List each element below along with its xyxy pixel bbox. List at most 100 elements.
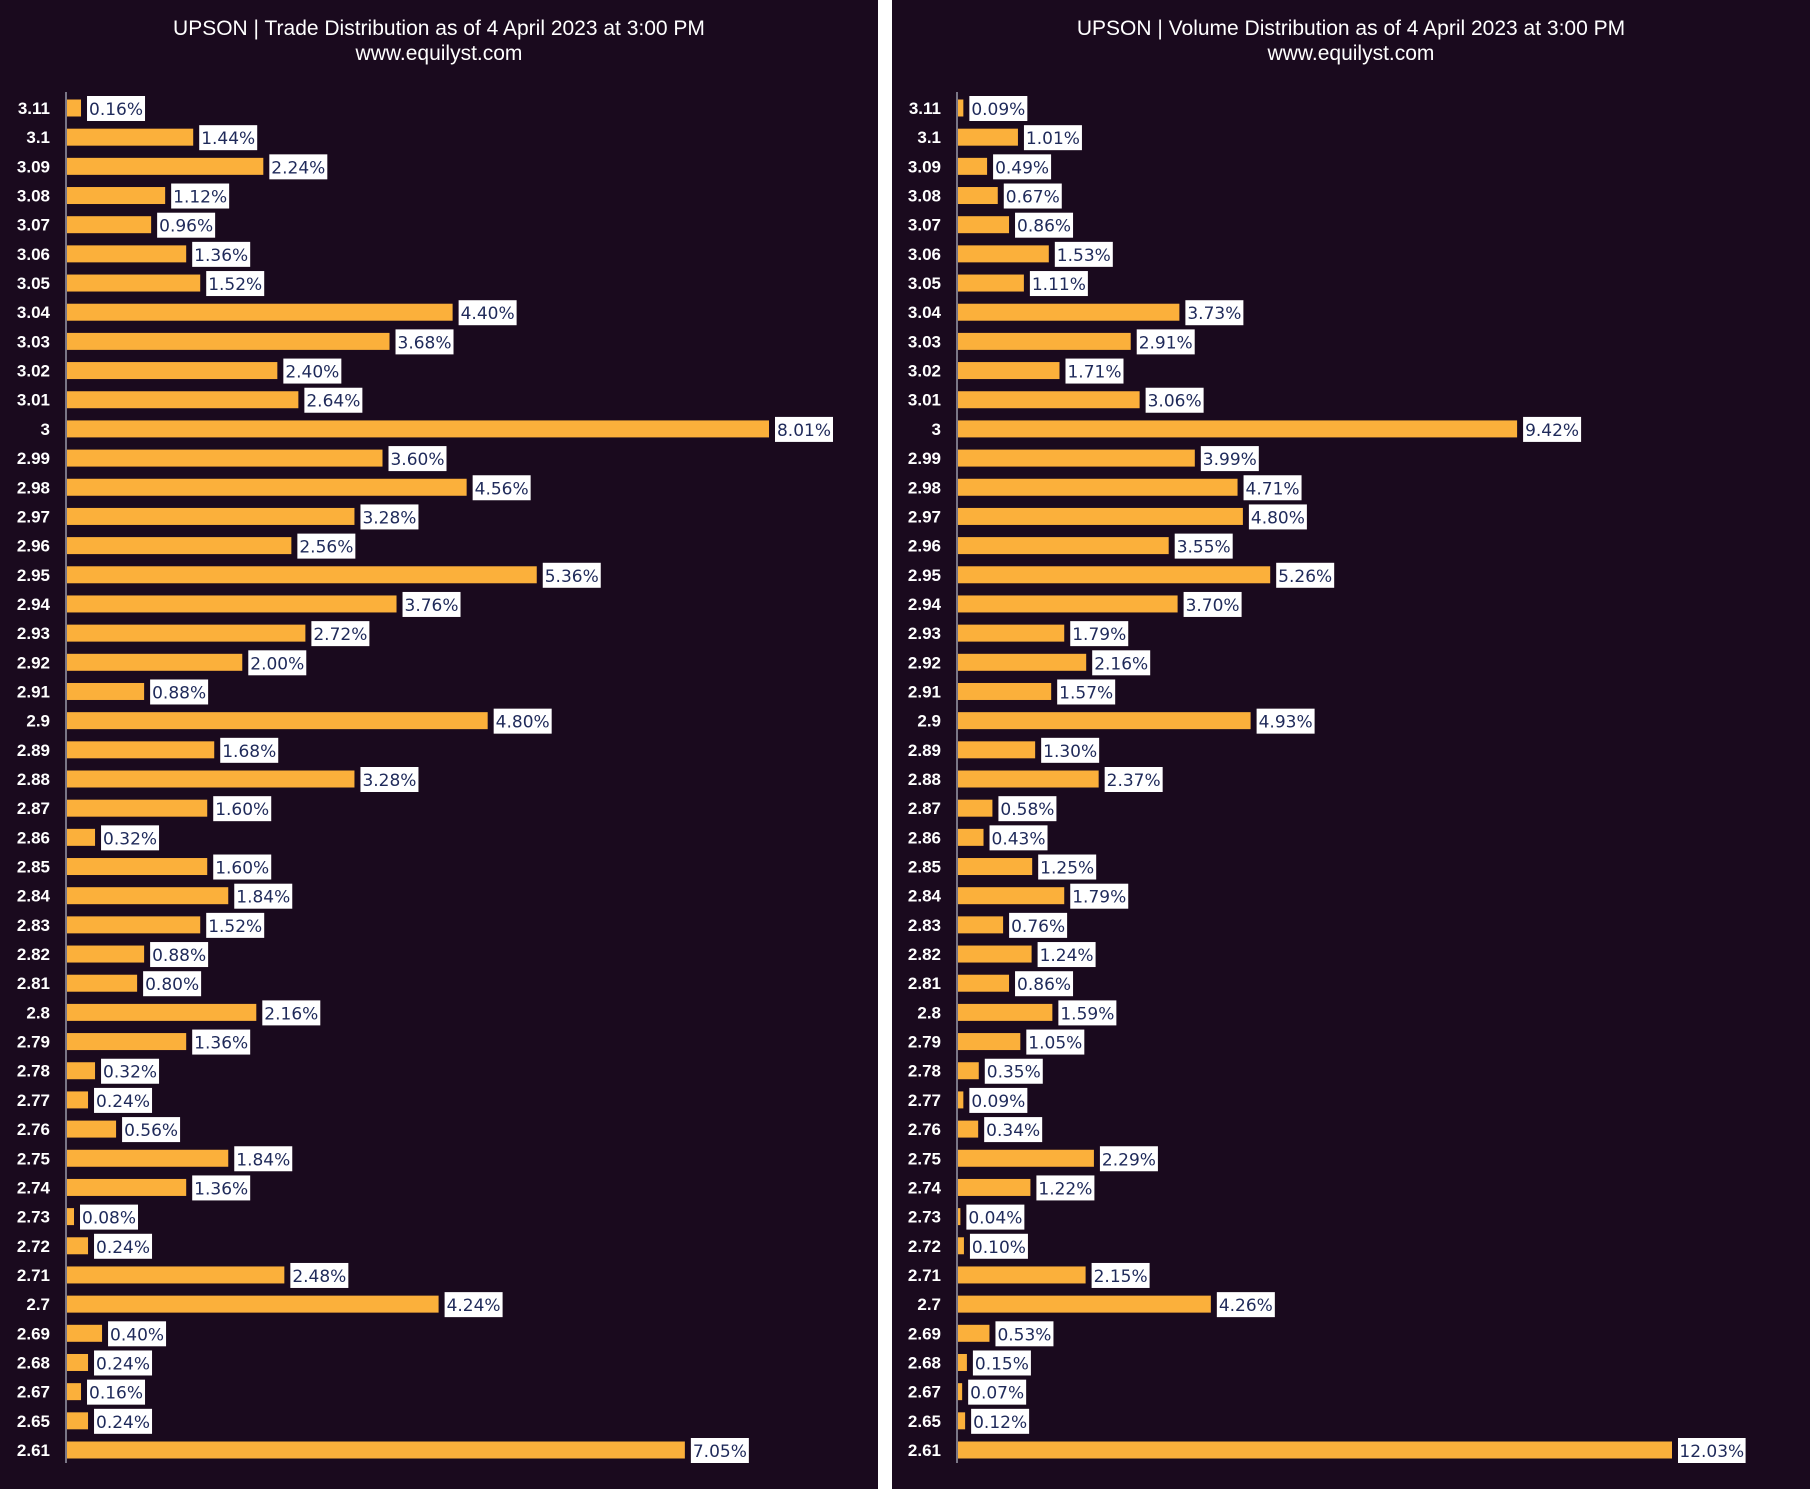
bar: [958, 362, 1060, 380]
bar: [958, 391, 1140, 409]
bar: [67, 1208, 75, 1226]
data-label-box: [395, 329, 454, 355]
data-label-box: [283, 358, 342, 384]
data-label-box: [458, 300, 517, 326]
y-tick-label: 3.11: [909, 99, 941, 118]
data-label-box: [1036, 1175, 1095, 1201]
y-tick-label: 3.08: [908, 187, 941, 206]
data-label-box: [1216, 1292, 1275, 1318]
data-label-box: [199, 125, 258, 151]
y-tick-label: 2.91: [908, 682, 941, 701]
bar: [958, 1091, 964, 1109]
data-label-box: [87, 1379, 146, 1405]
y-tick-label: 2.85: [17, 858, 50, 877]
data-label-box: [94, 1350, 153, 1376]
bar: [958, 712, 1251, 730]
data-label-box: [1099, 1146, 1158, 1172]
bar: [958, 799, 993, 817]
y-tick-label: 2.77: [908, 1091, 941, 1110]
bar: [958, 332, 1131, 350]
y-tick-label: 2.9: [917, 712, 941, 731]
data-label: 0.24%: [96, 1413, 150, 1433]
bar: [958, 1062, 979, 1080]
y-tick-label: 2.85: [908, 858, 941, 877]
data-label-box: [995, 1321, 1054, 1347]
y-tick-label: 3.04: [908, 303, 942, 322]
data-label-box: [989, 825, 1048, 851]
data-label-box: [1037, 942, 1096, 968]
data-label-box: [969, 1233, 1028, 1259]
y-tick-label: 2.83: [17, 916, 50, 935]
bar: [67, 858, 208, 876]
data-label: 5.26%: [1278, 567, 1332, 587]
data-label-box: [150, 679, 209, 705]
bar: [67, 1178, 187, 1196]
data-label: 0.09%: [971, 1092, 1025, 1112]
data-label: 3.60%: [390, 450, 444, 470]
bar: [958, 624, 1065, 642]
data-label: 1.84%: [236, 888, 290, 908]
data-label: 1.79%: [1072, 888, 1126, 908]
bar: [958, 187, 998, 205]
data-label-box: [402, 591, 461, 617]
data-label-box: [1003, 183, 1062, 209]
data-label: 0.40%: [110, 1325, 164, 1345]
data-label-box: [1065, 358, 1124, 384]
data-label: 4.56%: [475, 479, 529, 499]
bar: [958, 887, 1065, 905]
y-tick-label: 3.02: [908, 362, 941, 381]
y-tick-label: 2.76: [17, 1120, 50, 1139]
data-label-box: [1023, 125, 1082, 151]
bar: [958, 828, 984, 846]
data-label-box: [87, 96, 146, 121]
data-label-box: [304, 387, 363, 413]
y-tick-label: 2.72: [908, 1237, 941, 1256]
data-label: 2.56%: [299, 538, 353, 558]
data-label: 0.67%: [1006, 188, 1060, 208]
data-label-box: [1058, 1000, 1117, 1026]
data-label-box: [311, 621, 370, 647]
bar: [958, 420, 1518, 438]
y-tick-label: 3.06: [17, 245, 50, 264]
bar: [67, 828, 96, 846]
y-tick-label: 2.9: [26, 712, 50, 731]
volume-distribution-chart: 3.11 0.09% 3.1 1.01% 3.09 0.49% 3.08 0.67% 3.07 0…: [908, 92, 1746, 1463]
y-tick-label: 2.76: [908, 1120, 941, 1139]
bar: [958, 858, 1033, 876]
data-label: 7.05%: [693, 1442, 747, 1462]
data-label-box: [690, 1438, 749, 1463]
data-label-box: [108, 1321, 167, 1347]
data-label-box: [1026, 1029, 1085, 1055]
data-label-box: [1145, 387, 1204, 413]
data-label: 0.58%: [1000, 800, 1054, 820]
data-label: 2.37%: [1107, 771, 1161, 791]
data-label: 1.71%: [1067, 363, 1121, 383]
y-tick-label: 2.78: [908, 1062, 941, 1081]
bar: [67, 449, 383, 467]
bar: [958, 274, 1024, 292]
data-label: 0.49%: [995, 158, 1049, 178]
bar: [958, 216, 1010, 234]
data-label-box: [1174, 533, 1233, 559]
y-tick-label: 3.03: [17, 332, 50, 351]
bar: [958, 99, 964, 117]
data-label: 1.24%: [1040, 946, 1094, 966]
y-tick-label: 3.08: [17, 187, 50, 206]
data-label: 1.12%: [173, 188, 227, 208]
y-tick-label: 2.79: [908, 1033, 941, 1052]
data-label-box: [1091, 1262, 1150, 1288]
bar: [67, 187, 166, 205]
y-tick-label: 2.86: [17, 828, 50, 847]
y-tick-label: 3: [41, 420, 50, 439]
y-tick-label: 2.92: [17, 653, 50, 672]
data-label-box: [1009, 912, 1068, 938]
data-label-box: [1054, 241, 1113, 267]
data-label: 0.86%: [1017, 217, 1071, 237]
data-label: 0.24%: [96, 1092, 150, 1112]
data-label: 0.08%: [82, 1209, 136, 1229]
y-tick-label: 2.67: [908, 1383, 941, 1402]
data-label: 2.91%: [1139, 333, 1193, 353]
y-tick-label: 2.83: [908, 916, 941, 935]
y-tick-label: 2.82: [908, 945, 941, 964]
y-tick-label: 3.03: [908, 332, 941, 351]
